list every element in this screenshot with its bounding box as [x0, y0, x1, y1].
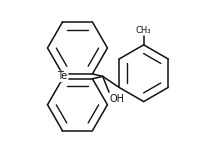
Text: CH₃: CH₃ — [136, 26, 152, 35]
Text: OH: OH — [110, 94, 125, 104]
Text: Te: Te — [57, 71, 68, 81]
